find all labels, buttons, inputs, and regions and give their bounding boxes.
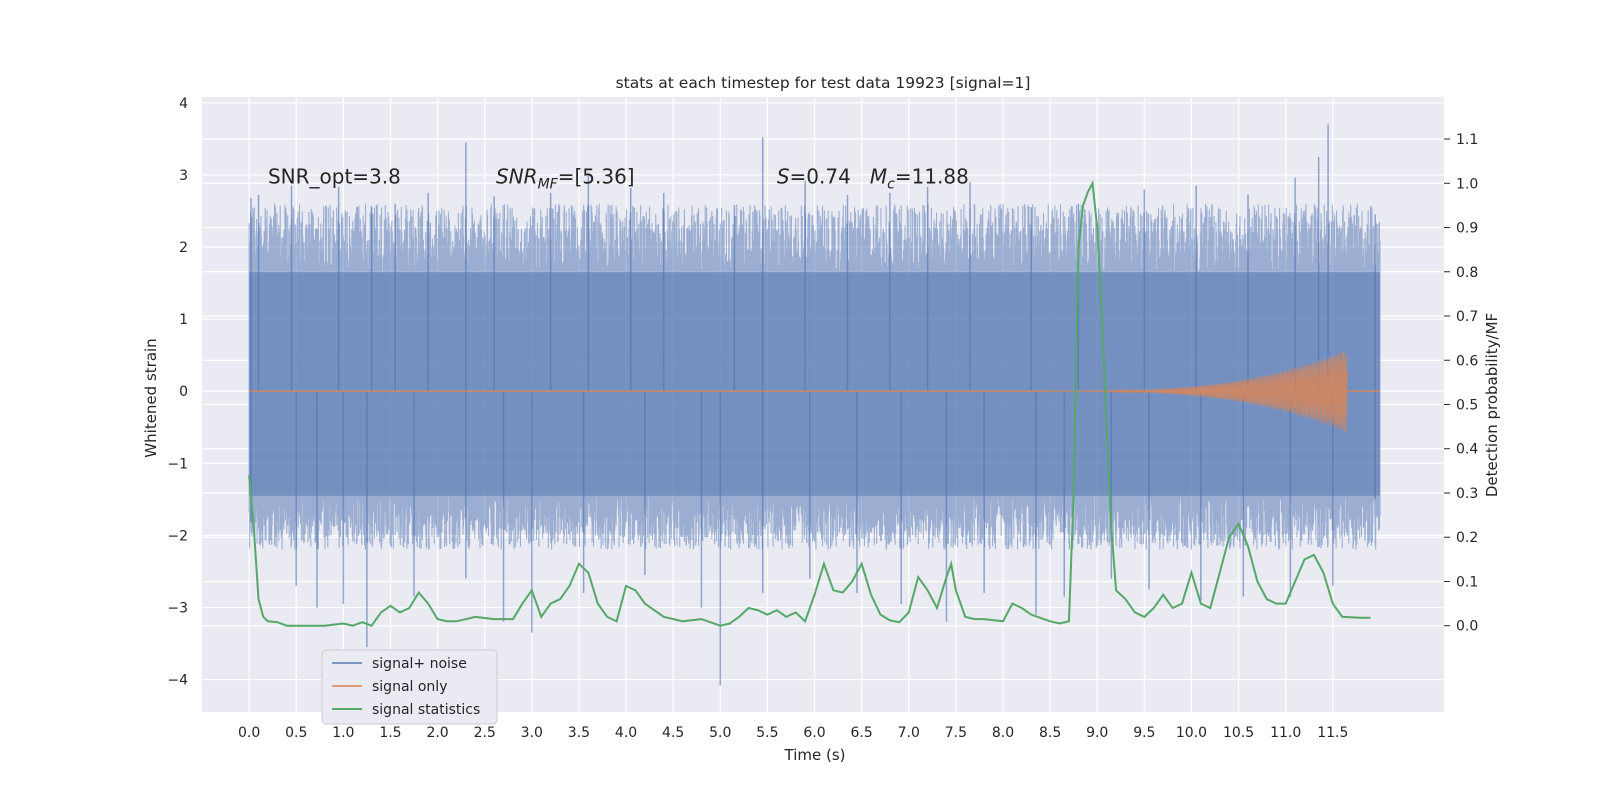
- y-tick-label: 2: [179, 240, 188, 256]
- x-tick-label: 4.5: [662, 725, 684, 741]
- x-tick-label: 4.0: [615, 725, 637, 741]
- y-axis-label: Whitened strain: [142, 338, 160, 457]
- y2-tick-label: 0.7: [1456, 309, 1478, 325]
- y2-axis-label: Detection probability/MF: [1483, 313, 1501, 497]
- x-tick-label: 8.0: [992, 725, 1014, 741]
- x-tick-label: 7.0: [898, 725, 920, 741]
- x-tick-label: 3.0: [521, 725, 543, 741]
- x-tick-label: 10.0: [1176, 725, 1207, 741]
- y2-tick-label: 0.1: [1456, 574, 1478, 590]
- y-tick-label: −4: [167, 673, 188, 689]
- x-tick-label: 11.0: [1270, 725, 1301, 741]
- series-signal-statistics: [248, 179, 1371, 627]
- x-tick-label: 1.5: [379, 725, 401, 741]
- x-tick-label: 5.5: [756, 725, 778, 741]
- annotation-snr-opt: SNR_opt=3.8: [268, 165, 401, 189]
- legend-box: [321, 649, 498, 725]
- annotation-s-mc: S=0.74 Mc=11.88: [777, 165, 969, 193]
- y2-tick-label: 1.0: [1456, 176, 1478, 192]
- signal-chirp: [1050, 351, 1348, 433]
- x-tick-label: 8.5: [1039, 725, 1061, 741]
- x-tick-label: 5.0: [709, 725, 731, 741]
- y2-tick-label: 0.3: [1456, 486, 1478, 502]
- annotations: SNR_opt=3.8 SNRMF=[5.36] S=0.74 Mc=11.88: [268, 165, 969, 193]
- legend-label-signal-noise: signal+ noise: [372, 656, 467, 672]
- x-axis-label: Time (s): [784, 746, 846, 764]
- x-axis-ticks: 0.0 0.5 1.0 1.5 2.0 2.5 3.0 3.5 4.0 4.5 5.0 5.5 6.0 6…: [238, 725, 1348, 741]
- y-tick-label: 4: [179, 96, 188, 112]
- y-tick-label: −2: [167, 528, 188, 544]
- annotation-mc-symbol: M: [870, 165, 887, 189]
- annotation-snr-mf: SNRMF=[5.36]: [496, 165, 635, 193]
- y-axis-ticks: −4 −3 −2 −1 0 1 2 3 4: [167, 96, 188, 689]
- x-tick-label: 10.5: [1223, 725, 1254, 741]
- annotation-mc-subscript: c: [887, 177, 895, 193]
- annotation-snr-mf-subscript: MF: [538, 177, 559, 193]
- y2-axis-ticks: 0.0 0.1 0.2 0.3 0.4 0.5 0.6 0.7 0.8 0.9 1.0 1.1: [1444, 132, 1478, 635]
- x-tick-label: 2.0: [426, 725, 448, 741]
- y2-tick-label: 0.4: [1456, 442, 1478, 458]
- y2-tick-label: 0.9: [1456, 221, 1478, 237]
- annotation-snr-mf-value: =[5.36]: [558, 165, 635, 189]
- x-tick-label: 7.5: [945, 725, 967, 741]
- noise-band: [249, 272, 1380, 496]
- annotation-snr-mf-symbol: SNR: [496, 165, 538, 189]
- legend-label-signal-statistics: signal statistics: [372, 702, 480, 718]
- annotation-mc-value: =11.88: [895, 165, 969, 189]
- y-tick-label: −1: [167, 456, 188, 472]
- series-signal-noise: [248, 124, 1381, 686]
- y2-tick-label: 0.8: [1456, 265, 1478, 281]
- x-tick-label: 0.0: [238, 725, 260, 741]
- x-tick-label: 9.5: [1133, 725, 1155, 741]
- x-tick-label: 3.5: [568, 725, 590, 741]
- legend: signal+ noise signal only signal statist…: [321, 649, 498, 725]
- annotation-s-value: =0.74: [790, 165, 870, 189]
- y-tick-label: 3: [179, 168, 188, 184]
- x-tick-label: 11.5: [1317, 725, 1348, 741]
- y-tick-label: 1: [179, 312, 188, 328]
- legend-label-signal-only: signal only: [372, 679, 447, 695]
- chart-title: stats at each timestep for test data 199…: [616, 74, 1031, 92]
- x-tick-label: 6.0: [803, 725, 825, 741]
- stats-line: [248, 179, 1371, 627]
- series-signal-only: [249, 351, 1380, 433]
- annotation-s-symbol: S: [777, 165, 790, 189]
- x-tick-label: 1.0: [332, 725, 354, 741]
- y2-tick-label: 1.1: [1456, 132, 1478, 148]
- x-tick-label: 6.5: [851, 725, 873, 741]
- y-tick-label: 0: [179, 384, 188, 400]
- x-tick-label: 2.5: [474, 725, 496, 741]
- y-tick-label: −3: [167, 600, 188, 616]
- y2-tick-label: 0.6: [1456, 353, 1478, 369]
- y2-tick-label: 0.0: [1456, 619, 1478, 635]
- x-tick-label: 0.5: [285, 725, 307, 741]
- x-tick-label: 9.0: [1086, 725, 1108, 741]
- y2-tick-label: 0.2: [1456, 530, 1478, 546]
- y2-tick-label: 0.5: [1456, 398, 1478, 414]
